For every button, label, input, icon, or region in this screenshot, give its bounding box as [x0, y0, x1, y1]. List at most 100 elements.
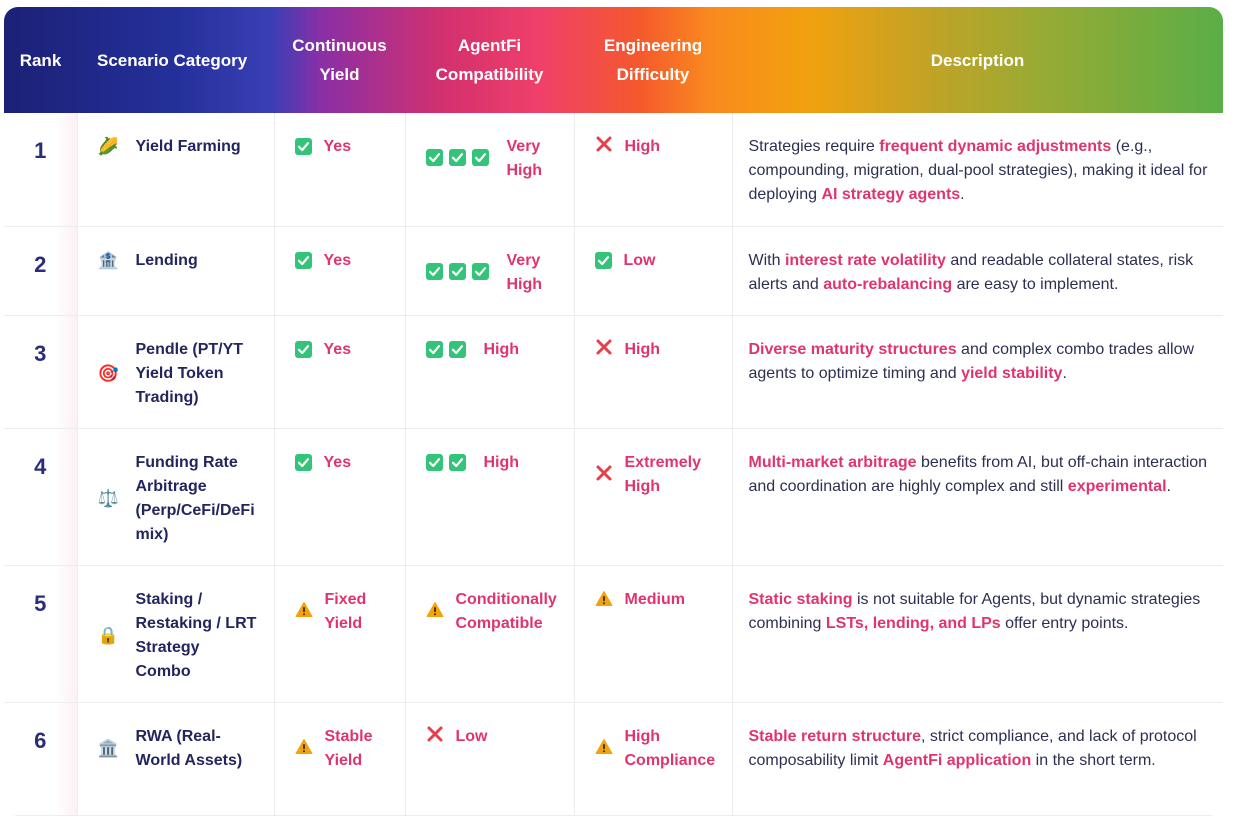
scenario-name: Pendle (PT/YT Yield Token Trading): [135, 340, 244, 406]
cross-icon: [426, 725, 444, 746]
bank-icon: 🏦: [97, 250, 120, 270]
rank-number: 3: [34, 340, 47, 366]
table-row: 2 🏦 Lending Yes Very High Low With interest rat…: [4, 226, 1223, 316]
description-highlight: auto-rebalancing: [823, 275, 953, 293]
agentfi-compatibility-cell: High: [405, 315, 575, 429]
check-icon: [425, 149, 443, 166]
yield-value: Stable Yield: [324, 727, 373, 769]
warning-icon: [295, 738, 313, 763]
engineering-difficulty-cell: High: [574, 113, 733, 227]
engineering-value: High: [624, 138, 661, 155]
comparison-table-card: Rank Scenario Category Continuous Yield A…: [4, 7, 1223, 816]
continuous-yield-cell: Yes: [274, 226, 406, 316]
description-text: , strict compliance, and lack of protoco…: [748, 727, 1197, 769]
description-highlight: Diverse maturity structures: [748, 340, 957, 358]
scenario-comparison-table: Rank Scenario Category Continuous Yield A…: [4, 7, 1223, 816]
scenario-cell: 🏦 Lending: [77, 226, 275, 316]
check-icons-group: [425, 340, 472, 358]
yield-value: Yes: [323, 138, 352, 155]
description-highlight: Stable return structure: [748, 727, 921, 745]
check-icon: [294, 340, 312, 358]
check-icon: [425, 340, 443, 358]
warning-icon: [595, 738, 613, 763]
description-highlight: yield stability: [961, 364, 1063, 382]
agentfi-value: Conditionally Compatible: [455, 590, 557, 632]
scenario-name: Staking / Restaking / LRT Strategy Combo: [135, 590, 257, 680]
description-cell: Strategies require frequent dynamic adju…: [732, 113, 1223, 227]
rank-cell: 4: [4, 428, 78, 566]
corn-icon: 🌽: [97, 137, 120, 156]
description-cell: Stable return structure, strict complian…: [732, 702, 1223, 816]
description-text: and complex combo trades allow agents to…: [748, 340, 1195, 382]
agentfi-compatibility-cell: Low: [405, 702, 575, 816]
rank-cell: 3: [4, 315, 78, 429]
check-icon: [294, 138, 312, 155]
check-icon: [448, 453, 466, 471]
scenario-name: Yield Farming: [135, 138, 241, 155]
description-text: benefits from AI, but off-chain interact…: [748, 453, 1208, 495]
engineering-value: Medium: [624, 590, 685, 608]
rank-number: 4: [34, 453, 47, 479]
agentfi-compatibility-cell: Conditionally Compatible: [405, 565, 575, 703]
check-icons-group: [425, 149, 495, 166]
engineering-value: Low: [623, 251, 656, 269]
rank-number: 6: [34, 727, 47, 753]
header-description: Description: [930, 50, 1025, 70]
description-text: Strategies require: [748, 138, 880, 155]
warning-icon: [595, 590, 613, 615]
yield-value: Fixed Yield: [324, 590, 367, 632]
rank-number: 2: [34, 251, 47, 277]
description-text: is not suitable for Agents, but dynamic …: [748, 590, 1201, 632]
description-text: are easy to implement.: [952, 275, 1119, 293]
description-highlight: frequent dynamic adjustments: [879, 138, 1112, 155]
header-continuous-yield: Continuous Yield: [292, 36, 387, 84]
rank-cell: 2: [4, 226, 78, 316]
check-icon: [448, 262, 466, 280]
continuous-yield-cell: Yes: [274, 428, 406, 566]
engineering-difficulty-cell: Extremely High: [574, 428, 733, 566]
description-highlight: AI strategy agents: [821, 186, 961, 203]
cross-icon: [595, 135, 613, 156]
scenario-name: RWA (Real- World Assets): [135, 727, 243, 769]
description-highlight: AgentFi application: [882, 751, 1032, 769]
continuous-yield-cell: Fixed Yield: [274, 565, 406, 703]
continuous-yield-cell: Yes: [274, 113, 406, 227]
check-icon: [425, 453, 443, 471]
check-icon: [425, 262, 443, 280]
description-cell: Static staking is not suitable for Agent…: [732, 565, 1223, 703]
header-rank: Rank: [19, 50, 62, 70]
description-text: .: [1166, 477, 1171, 495]
agentfi-compatibility-cell: Very High: [405, 113, 575, 227]
check-icon: [594, 251, 612, 269]
table-header-row: Rank Scenario Category Continuous Yield A…: [4, 7, 1223, 113]
check-icons-group: [425, 453, 472, 471]
warning-icon: [295, 601, 313, 626]
cross-icon: [595, 338, 613, 359]
scenario-cell: 🎯 Pendle (PT/YT Yield Token Trading): [77, 315, 275, 429]
scenario-cell: 🏛️ RWA (Real- World Assets): [77, 702, 275, 816]
description-highlight: LSTs, lending, and LPs: [825, 614, 1001, 632]
check-icon: [471, 149, 489, 166]
continuous-yield-cell: Yes: [274, 315, 406, 429]
lock-icon: 🔒: [97, 625, 120, 645]
header-scenario-category: Scenario Category: [97, 50, 248, 70]
description-cell: Multi-market arbitrage benefits from AI,…: [732, 428, 1223, 566]
warning-icon: [426, 601, 444, 626]
table-row: 6 🏛️ RWA (Real- World Assets) Stable Yield Low…: [4, 702, 1223, 816]
bank-icon: 🏛️: [97, 738, 120, 758]
rank-cell: 1: [4, 113, 78, 227]
agentfi-value: High: [483, 340, 520, 358]
table-row: 3 🎯 Pendle (PT/YT Yield Token Trading) Yes Hig…: [4, 315, 1223, 429]
check-icon: [294, 453, 312, 471]
description-text: in the short term.: [1031, 751, 1156, 769]
engineering-difficulty-cell: High Compliance: [574, 702, 733, 816]
check-icon: [448, 340, 466, 358]
description-highlight: Multi-market arbitrage: [748, 453, 917, 471]
agentfi-compatibility-cell: Very High: [405, 226, 575, 316]
cross-icon: [595, 464, 613, 485]
description-text: offer entry points.: [1000, 614, 1129, 632]
description-highlight: Static staking: [748, 590, 853, 608]
description-highlight: interest rate volatility: [784, 251, 946, 269]
check-icons-group: [425, 262, 495, 280]
balance-scale-icon: ⚖️: [97, 488, 120, 508]
